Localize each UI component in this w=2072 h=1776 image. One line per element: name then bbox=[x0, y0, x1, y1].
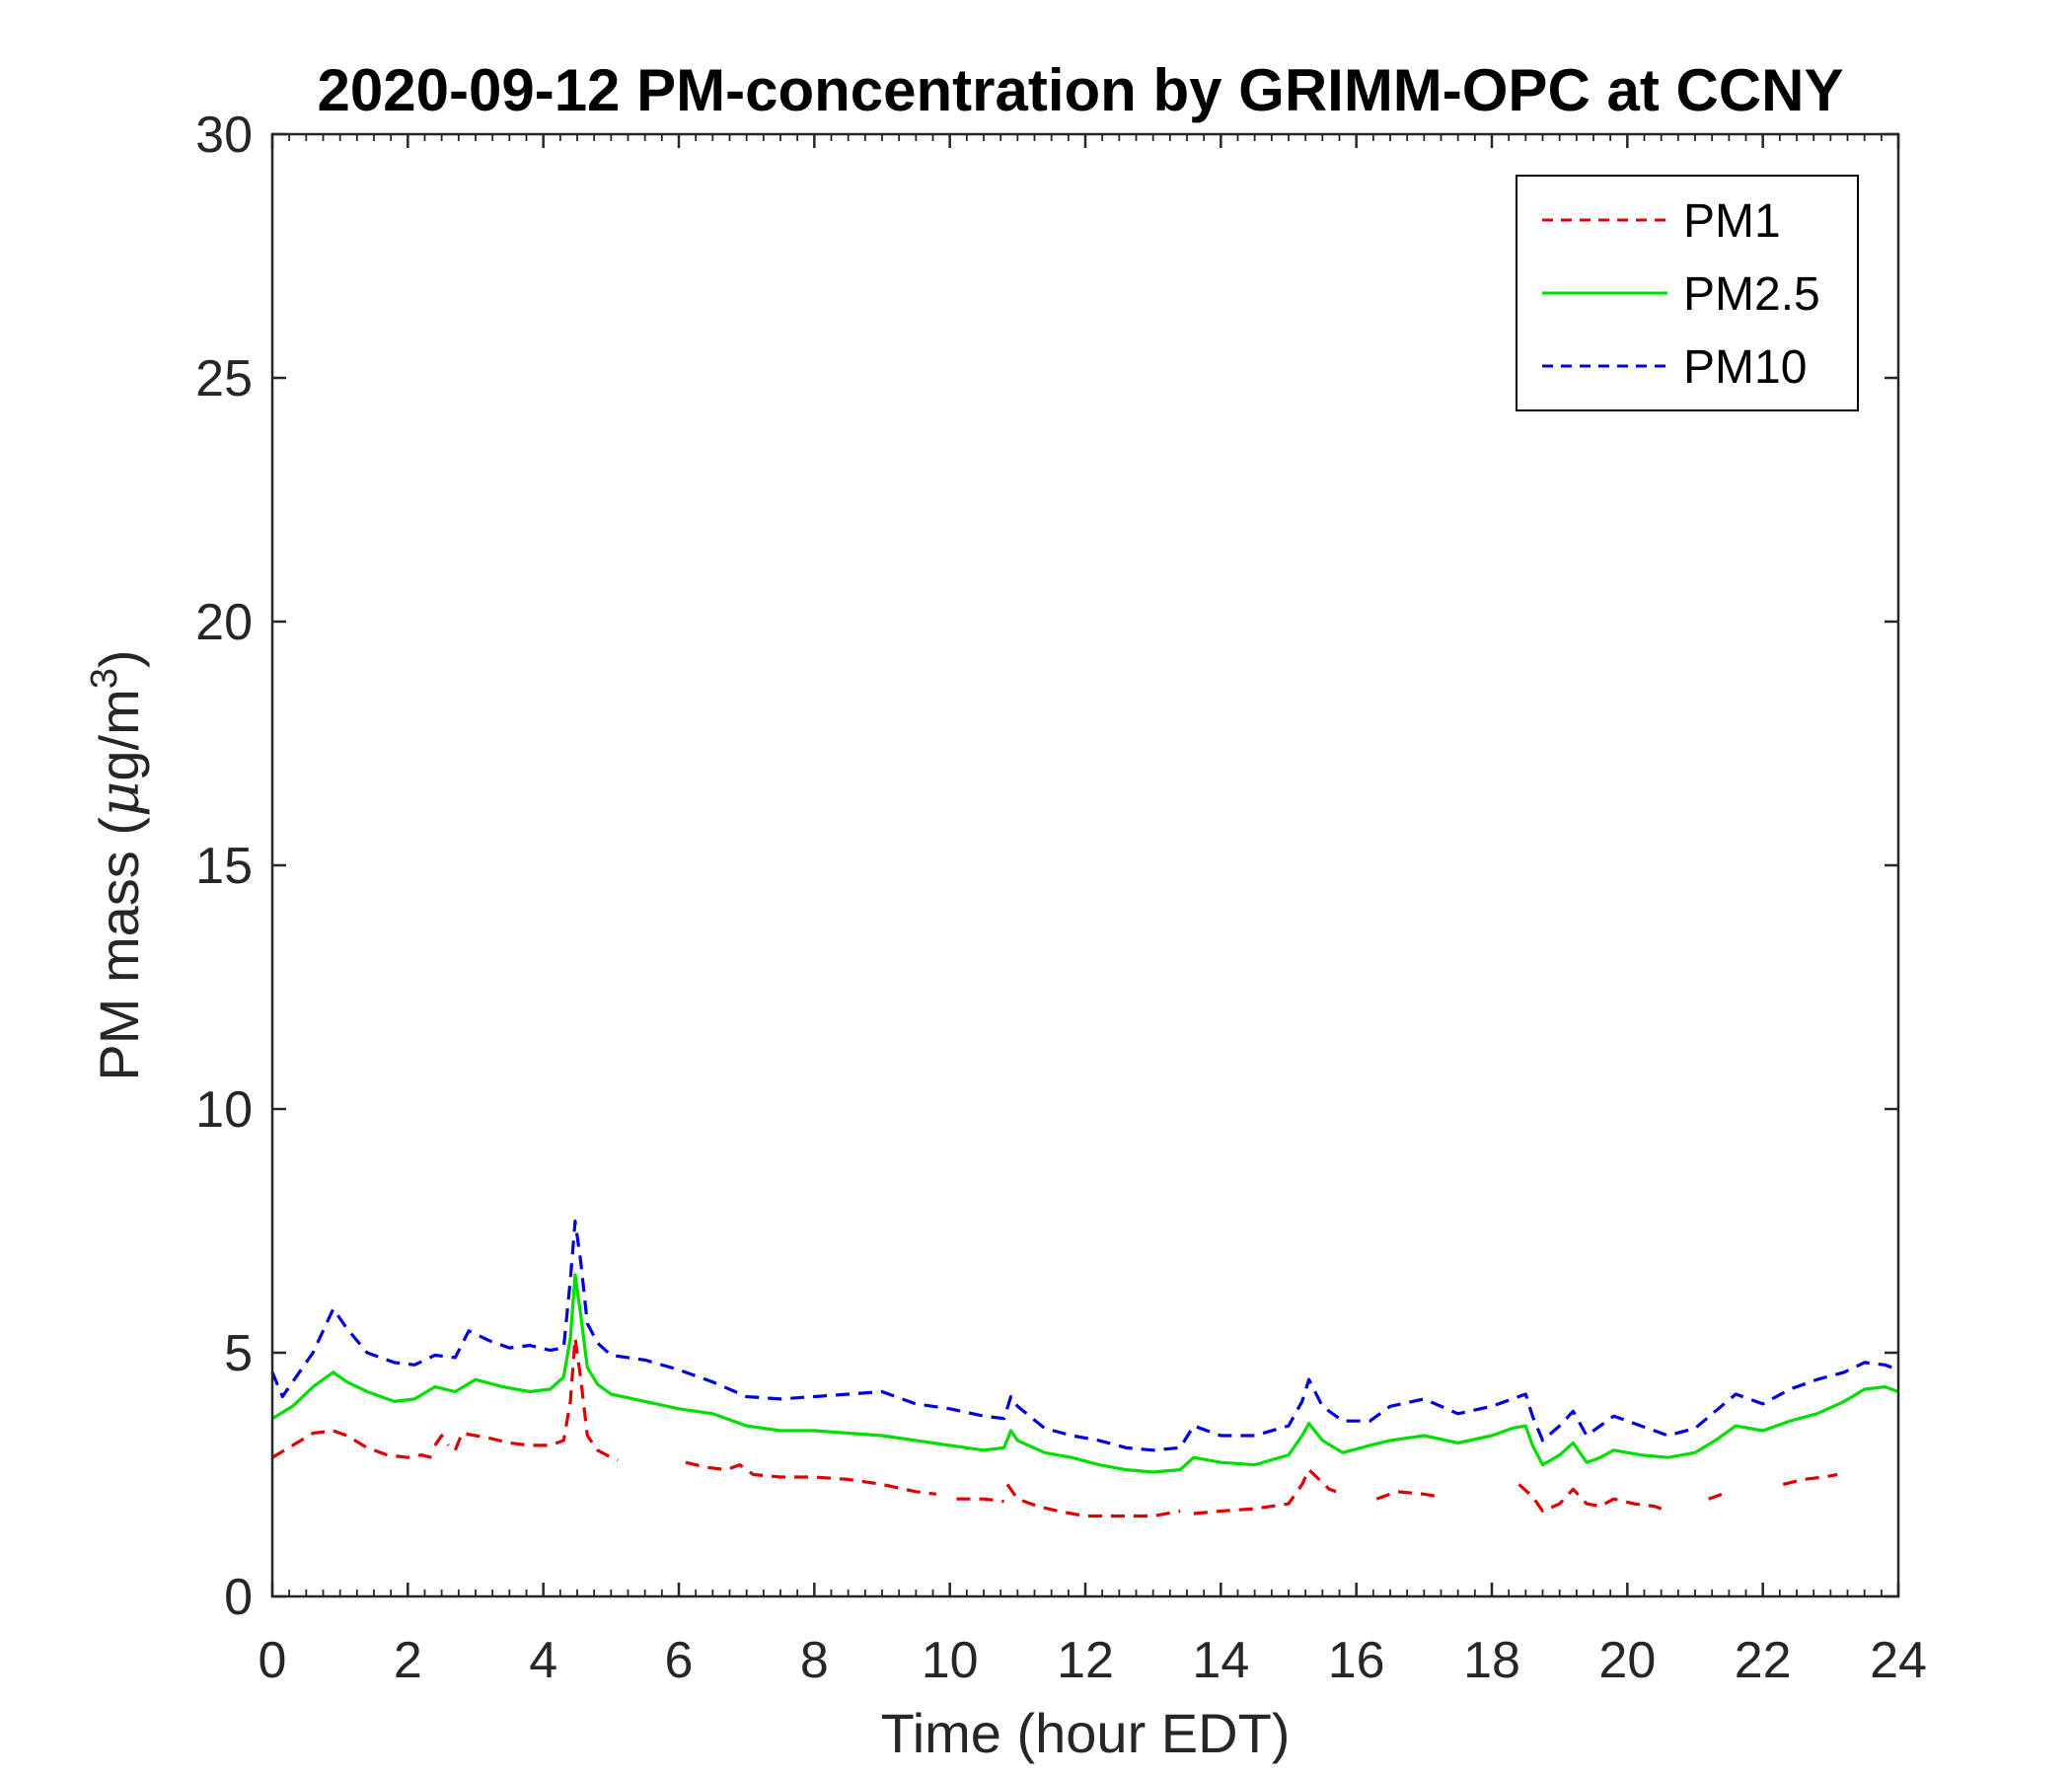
series-line bbox=[1375, 1490, 1439, 1501]
x-tick-label: 0 bbox=[259, 1632, 287, 1689]
y-axis-label-close: ) bbox=[88, 649, 150, 668]
x-tick-label: 2 bbox=[394, 1632, 422, 1689]
y-axis-label: PM mass (μg/m3) bbox=[84, 649, 152, 1080]
x-tick-label: 10 bbox=[922, 1632, 979, 1689]
y-tick-label: 0 bbox=[224, 1569, 253, 1626]
x-tick-label: 22 bbox=[1735, 1632, 1792, 1689]
y-axis-label-unit: g/m bbox=[88, 689, 150, 780]
y-tick-label: 10 bbox=[195, 1081, 253, 1139]
plot-frame bbox=[270, 132, 1900, 1598]
x-tick-label: 8 bbox=[800, 1632, 829, 1689]
series-line bbox=[1708, 1492, 1724, 1501]
legend: PM1 PM2.5 PM10 bbox=[1516, 175, 1859, 411]
x-tick-label: 18 bbox=[1463, 1632, 1520, 1689]
series-line bbox=[956, 1497, 1004, 1504]
x-tick-label: 16 bbox=[1328, 1632, 1385, 1689]
series-line bbox=[433, 1434, 450, 1446]
y-tick-label: 20 bbox=[195, 594, 253, 651]
y-axis-label-mu: μ bbox=[88, 781, 152, 817]
series-layer bbox=[270, 1219, 1899, 1518]
x-tick-label: 20 bbox=[1598, 1632, 1656, 1689]
legend-label: PM10 bbox=[1683, 341, 1807, 394]
series-line bbox=[1782, 1472, 1838, 1486]
x-tick-label: 6 bbox=[665, 1632, 694, 1689]
x-tick-label: 12 bbox=[1057, 1632, 1114, 1689]
series-pm1 bbox=[271, 1336, 1838, 1518]
series-line bbox=[270, 1219, 1899, 1452]
x-tick-label: 14 bbox=[1192, 1632, 1249, 1689]
x-axis-label: Time (hour EDT) bbox=[881, 1702, 1291, 1764]
series-pm10 bbox=[270, 1219, 1899, 1452]
series-line bbox=[271, 1273, 1899, 1474]
series-line bbox=[685, 1460, 937, 1496]
series-pm2-5 bbox=[271, 1273, 1899, 1474]
chart-title: 2020-09-12 PM-concentration by GRIMM-OPC… bbox=[318, 57, 1844, 123]
series-line bbox=[1005, 1483, 1181, 1518]
legend-label: PM1 bbox=[1683, 195, 1781, 248]
series-line bbox=[1193, 1467, 1337, 1516]
y-axis-label-sup: 3 bbox=[84, 668, 125, 689]
series-line bbox=[271, 1429, 432, 1459]
series-line bbox=[453, 1336, 619, 1462]
legend-label: PM2.5 bbox=[1683, 268, 1820, 321]
y-axis-label-main: PM mass ( bbox=[88, 817, 150, 1081]
x-tick-label: 24 bbox=[1870, 1632, 1927, 1689]
y-tick-label: 5 bbox=[224, 1325, 253, 1382]
y-tick-label: 15 bbox=[195, 838, 253, 895]
y-tick-label: 25 bbox=[195, 350, 253, 407]
x-tick-label: 4 bbox=[529, 1632, 557, 1689]
y-tick-label: 30 bbox=[195, 107, 253, 164]
series-line bbox=[1517, 1483, 1663, 1514]
